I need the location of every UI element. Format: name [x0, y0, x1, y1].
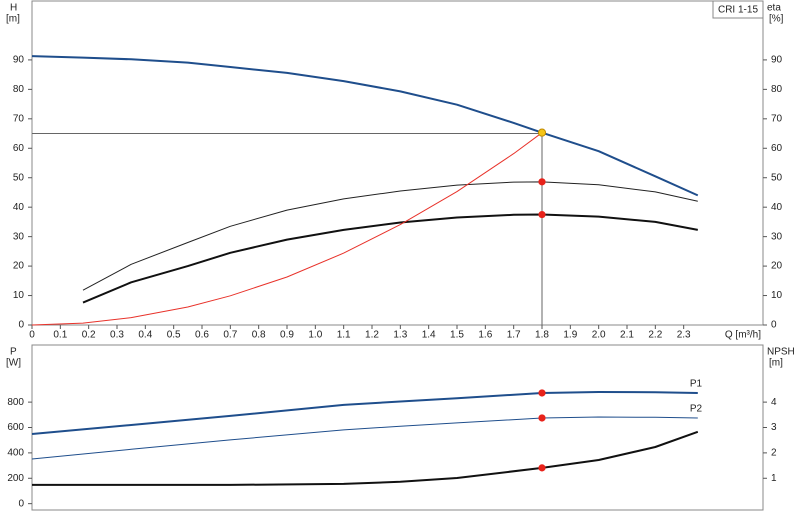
- y2-tick-label: 20: [771, 261, 783, 272]
- y2-axis-unit: [%]: [769, 14, 784, 25]
- operating-point: [538, 389, 546, 397]
- x-tick-label: 0.4: [138, 330, 152, 341]
- operating-point: [538, 414, 546, 422]
- series-label: P2: [690, 404, 703, 415]
- y-axis-label: H: [10, 3, 17, 14]
- x-tick-label: 1.6: [478, 330, 492, 341]
- x-tick-label: 1.5: [450, 330, 464, 341]
- x-tick-label: 0.5: [167, 330, 181, 341]
- x-tick-label: 0.3: [110, 330, 124, 341]
- y2-tick-label: 70: [771, 113, 783, 124]
- y2-tick-label: 30: [771, 231, 783, 242]
- y2-tick-label: 1: [771, 473, 777, 484]
- y-tick-label: 600: [7, 422, 24, 433]
- y-tick-label: 20: [13, 261, 25, 272]
- x-tick-label: 1.3: [393, 330, 407, 341]
- x-tick-label: 1.4: [422, 330, 436, 341]
- y-tick-label: 70: [13, 113, 25, 124]
- series-line: [31, 416, 698, 460]
- y2-axis-label: NPSH: [767, 347, 795, 358]
- operating-point: [537, 128, 547, 137]
- chart-title: CRI 1-15: [718, 5, 758, 16]
- y-tick-label: 80: [13, 84, 25, 95]
- y2-tick-label: 3: [771, 422, 777, 433]
- y-tick-label: 40: [13, 202, 25, 213]
- y2-tick-label: 10: [771, 290, 783, 301]
- x-tick-label: 2.3: [677, 330, 691, 341]
- plot-frame: [31, 0, 764, 326]
- series-line: [32, 430, 699, 486]
- series-label: P1: [690, 379, 703, 390]
- x-tick-label: 1.0: [308, 330, 322, 341]
- y-tick-label: 0: [18, 320, 24, 331]
- y-tick-label: 200: [7, 473, 24, 484]
- y-axis-unit: [m]: [6, 14, 20, 25]
- y-axis-label: P: [10, 347, 17, 358]
- series-line: [82, 213, 698, 304]
- series-line: [31, 391, 698, 435]
- y-axis-unit: [W]: [6, 358, 21, 369]
- x-tick-label: 2.0: [592, 330, 606, 341]
- series-line: [31, 132, 543, 326]
- x-tick-label: 0.9: [280, 330, 294, 341]
- y-tick-label: 60: [13, 143, 25, 154]
- y-tick-label: 50: [13, 172, 25, 183]
- y2-tick-label: 4: [771, 397, 777, 408]
- y-tick-label: 90: [13, 55, 25, 66]
- x-tick-label: 0.7: [223, 330, 237, 341]
- y2-tick-label: 60: [771, 143, 783, 154]
- y2-tick-label: 2: [771, 448, 777, 459]
- x-tick-label: 0.8: [252, 330, 266, 341]
- y-tick-label: 800: [7, 397, 24, 408]
- x-tick-label: 0.2: [82, 330, 96, 341]
- y2-tick-label: 80: [771, 84, 783, 95]
- y-tick-label: 0: [18, 498, 24, 509]
- x-tick-label: 0.6: [195, 330, 209, 341]
- operating-point: [538, 210, 546, 219]
- title-box: [712, 0, 764, 19]
- y2-tick-label: 40: [771, 202, 783, 213]
- y2-tick-label: 50: [771, 172, 783, 183]
- x-tick-label: 0.1: [53, 330, 67, 341]
- x-tick-label: 1.1: [337, 330, 351, 341]
- x-tick-label: 1.9: [563, 330, 577, 341]
- y2-tick-label: 0: [771, 320, 777, 331]
- series-line: [82, 181, 698, 291]
- x-tick-label: 1.7: [507, 330, 521, 341]
- y2-axis-unit: [m]: [769, 358, 783, 369]
- x-axis-label: Q [m³/h]: [725, 330, 761, 341]
- y-tick-label: 400: [7, 448, 24, 459]
- y2-axis-label: eta: [767, 3, 781, 14]
- x-tick-label: 2.1: [620, 330, 634, 341]
- operating-point: [538, 464, 546, 472]
- x-tick-label: 2.2: [648, 330, 662, 341]
- x-tick-label: 0: [29, 330, 35, 341]
- series-line: [31, 55, 699, 197]
- y2-tick-label: 90: [771, 55, 783, 66]
- y-tick-label: 10: [13, 290, 25, 301]
- operating-point: [538, 178, 546, 186]
- x-tick-label: 1.2: [365, 330, 379, 341]
- x-tick-label: 1.8: [535, 330, 549, 341]
- y-tick-label: 30: [13, 231, 25, 242]
